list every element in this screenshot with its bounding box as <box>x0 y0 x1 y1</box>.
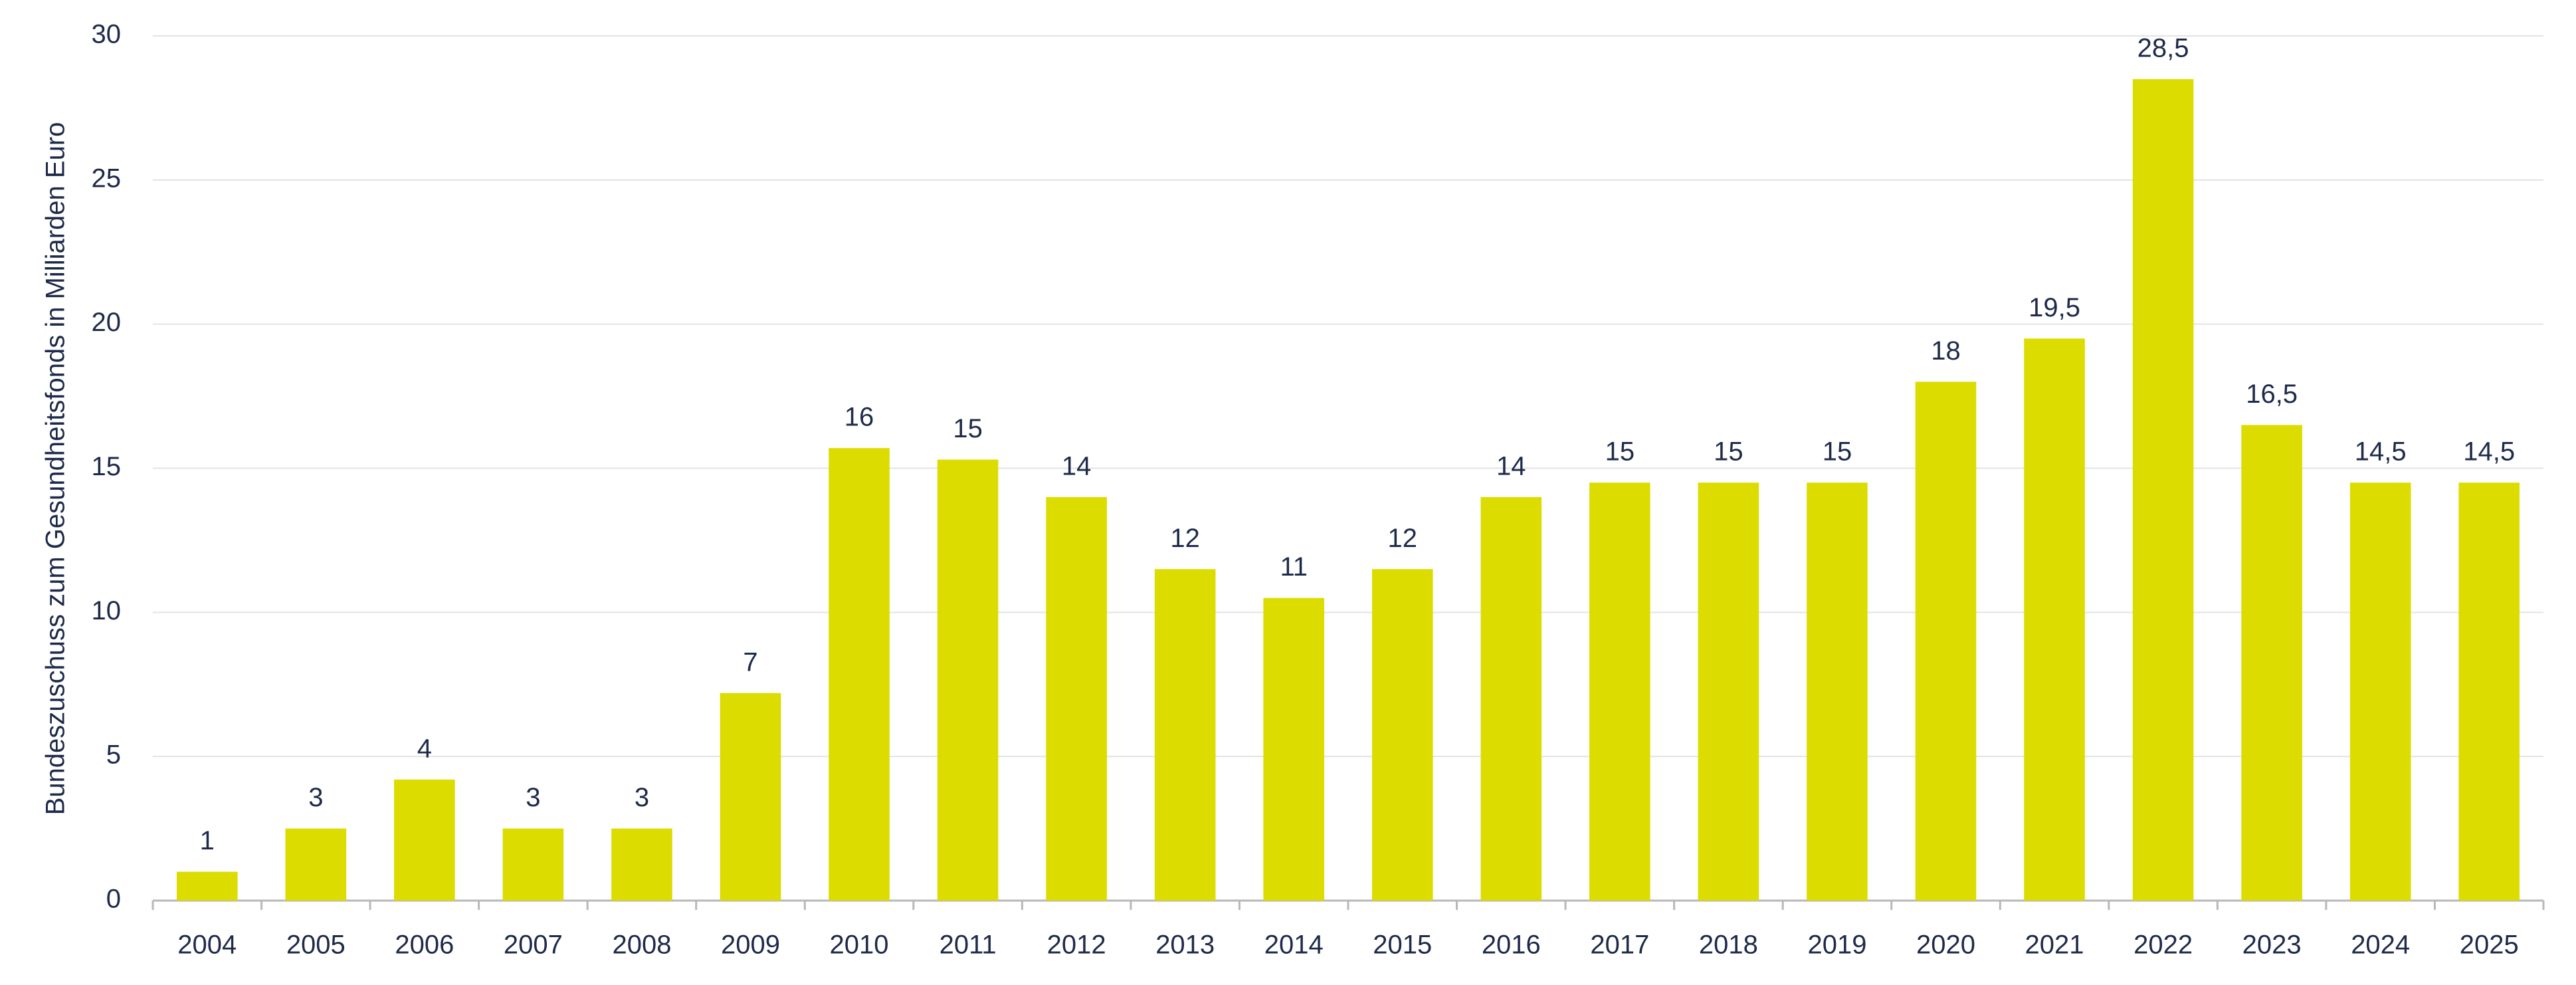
bar <box>2024 338 2085 901</box>
x-tick-label: 2023 <box>2242 930 2302 960</box>
x-tick-label: 2009 <box>721 930 780 960</box>
x-tick-label: 2004 <box>177 930 237 960</box>
data-label: 14,5 <box>2463 437 2515 467</box>
bar <box>1480 496 1542 901</box>
x-tick-label: 2005 <box>286 930 346 960</box>
bar <box>1046 496 1107 901</box>
data-label: 4 <box>417 734 432 763</box>
x-tick-label: 2017 <box>1590 930 1649 960</box>
bar <box>2349 483 2411 901</box>
data-label: 12 <box>1388 524 1418 553</box>
x-tick-label: 2007 <box>504 930 563 960</box>
y-tick-label: 30 <box>92 20 122 49</box>
bar <box>1589 483 1650 901</box>
bar <box>2132 79 2194 901</box>
bar <box>394 779 455 901</box>
x-tick-label: 2011 <box>940 930 997 960</box>
x-tick-label: 2006 <box>395 930 454 960</box>
x-tick-label: 2014 <box>1264 930 1324 960</box>
x-tick-label: 2022 <box>2133 930 2193 960</box>
data-label: 15 <box>1823 437 1852 467</box>
y-tick-label: 15 <box>92 452 122 481</box>
data-label: 14 <box>1062 451 1092 481</box>
x-tick-label: 2021 <box>2025 930 2084 960</box>
bar <box>1698 483 1759 901</box>
y-tick-label: 5 <box>106 740 121 770</box>
data-label: 15 <box>953 414 983 443</box>
bar <box>285 828 347 901</box>
bar <box>2241 425 2302 901</box>
data-label: 14 <box>1496 451 1526 481</box>
bar <box>1807 483 1868 901</box>
data-label: 12 <box>1170 524 1200 553</box>
bar <box>1371 569 1433 901</box>
data-label: 16 <box>844 403 874 432</box>
data-label: 14,5 <box>2355 437 2407 467</box>
data-label: 18 <box>1931 336 1961 366</box>
x-tick-label: 2015 <box>1373 930 1432 960</box>
x-tick-label: 2010 <box>830 930 889 960</box>
y-tick-label: 10 <box>92 596 122 625</box>
data-label: 1 <box>200 826 215 855</box>
x-tick-label: 2020 <box>1916 930 1975 960</box>
bar <box>176 871 238 901</box>
bar <box>937 459 999 901</box>
y-tick-label: 0 <box>106 885 121 914</box>
bar <box>502 828 564 901</box>
y-axis-title: Bundeszuschuss zum Gesundheitsfonds in M… <box>41 122 70 816</box>
data-label: 28,5 <box>2137 34 2189 63</box>
bar <box>1154 569 1216 901</box>
bar <box>2458 483 2520 901</box>
data-label: 3 <box>635 783 649 812</box>
bar <box>611 828 672 901</box>
x-tick-label: 2012 <box>1047 930 1106 960</box>
data-label: 15 <box>1605 437 1635 467</box>
x-tick-label: 2025 <box>2460 930 2519 960</box>
data-label: 3 <box>308 783 323 812</box>
x-tick-label: 2018 <box>1699 930 1758 960</box>
y-tick-label: 20 <box>92 308 122 337</box>
data-label: 11 <box>1280 552 1308 582</box>
data-label: 16,5 <box>2246 380 2298 409</box>
data-label: 7 <box>743 647 757 677</box>
data-label: 15 <box>1714 437 1743 467</box>
bar <box>1915 382 1977 901</box>
x-tick-label: 2016 <box>1482 930 1541 960</box>
x-tick-label: 2008 <box>612 930 671 960</box>
y-tick-label: 25 <box>92 164 122 193</box>
x-tick-label: 2019 <box>1807 930 1866 960</box>
bar <box>720 693 781 901</box>
data-label: 19,5 <box>2029 293 2080 322</box>
bar <box>829 448 890 901</box>
x-tick-label: 2024 <box>2351 930 2410 960</box>
data-label: 3 <box>526 783 540 812</box>
bar <box>1263 598 1325 901</box>
x-tick-label: 2013 <box>1155 930 1215 960</box>
